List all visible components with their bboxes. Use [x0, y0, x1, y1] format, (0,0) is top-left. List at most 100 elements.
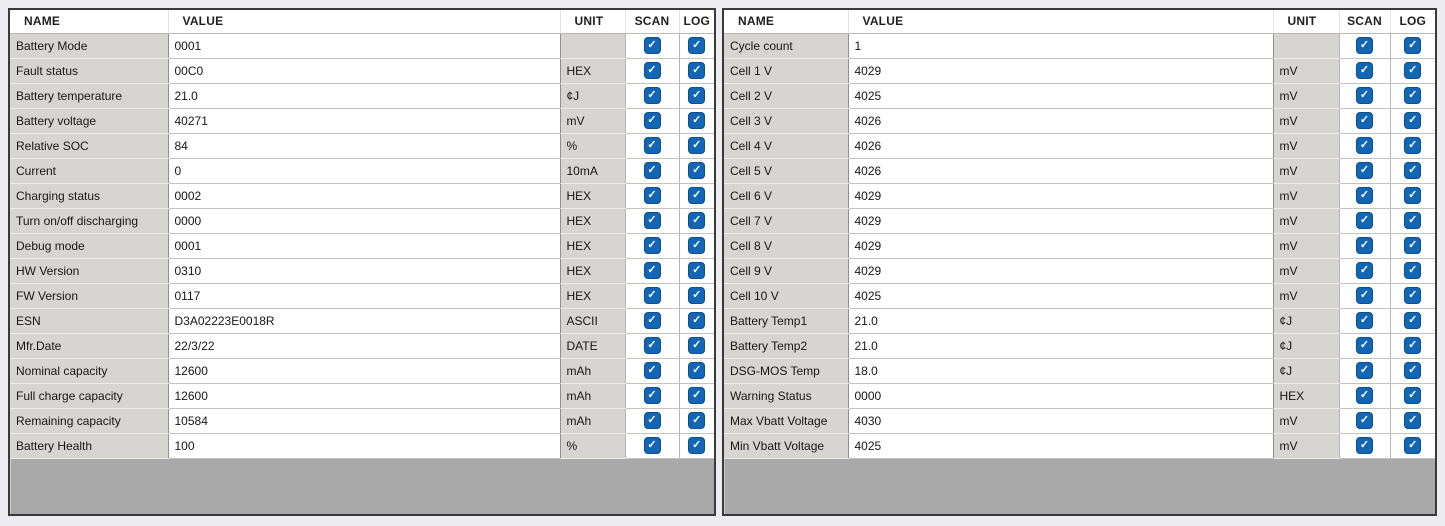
log-checkbox[interactable]: ✓ — [688, 287, 706, 304]
scan-checkbox[interactable]: ✓ — [1356, 87, 1373, 104]
log-checkbox[interactable]: ✓ — [1404, 137, 1422, 154]
scan-cell: ✓ — [1339, 333, 1391, 359]
log-checkbox[interactable]: ✓ — [1404, 212, 1422, 229]
scan-checkbox[interactable]: ✓ — [1356, 437, 1373, 454]
log-checkbox[interactable]: ✓ — [1404, 187, 1422, 204]
scan-checkbox[interactable]: ✓ — [643, 412, 661, 429]
row-name-cell: Warning Status — [724, 383, 849, 409]
log-checkbox[interactable]: ✓ — [1404, 387, 1422, 404]
log-checkbox[interactable]: ✓ — [688, 37, 706, 54]
log-checkbox[interactable]: ✓ — [1404, 362, 1422, 379]
row-value-cell: 4025 — [848, 283, 1274, 309]
log-checkbox[interactable]: ✓ — [688, 237, 706, 254]
row-unit-cell: HEX — [560, 233, 626, 259]
table-row: Cell 7 V 4029 mV ✓ ✓ — [724, 208, 1435, 234]
scan-checkbox[interactable]: ✓ — [1356, 212, 1373, 229]
scan-cell: ✓ — [625, 83, 680, 109]
scan-cell: ✓ — [625, 158, 680, 184]
log-checkbox[interactable]: ✓ — [688, 412, 706, 429]
scan-checkbox[interactable]: ✓ — [643, 312, 661, 329]
log-cell: ✓ — [1390, 283, 1435, 309]
scan-checkbox[interactable]: ✓ — [1356, 112, 1373, 129]
log-checkbox[interactable]: ✓ — [1404, 262, 1422, 279]
log-checkbox[interactable]: ✓ — [1404, 437, 1422, 454]
scan-checkbox[interactable]: ✓ — [1356, 162, 1373, 179]
log-checkbox[interactable]: ✓ — [688, 312, 706, 329]
row-value-cell: 0 — [168, 158, 561, 184]
row-name-cell: Min Vbatt Voltage — [724, 433, 849, 459]
log-checkbox[interactable]: ✓ — [688, 162, 706, 179]
row-name-cell: Fault status — [10, 58, 169, 84]
scan-checkbox[interactable]: ✓ — [643, 37, 661, 54]
scan-checkbox[interactable]: ✓ — [1356, 387, 1373, 404]
scan-cell: ✓ — [625, 108, 680, 134]
log-checkbox[interactable]: ✓ — [688, 62, 706, 79]
log-checkbox[interactable]: ✓ — [688, 112, 706, 129]
scan-checkbox[interactable]: ✓ — [1356, 362, 1373, 379]
scan-checkbox[interactable]: ✓ — [1356, 187, 1373, 204]
scan-checkbox[interactable]: ✓ — [643, 337, 661, 354]
log-checkbox[interactable]: ✓ — [1404, 112, 1422, 129]
scan-checkbox[interactable]: ✓ — [643, 362, 661, 379]
table-row: Max Vbatt Voltage 4030 mV ✓ ✓ — [724, 408, 1435, 434]
scan-cell: ✓ — [1339, 233, 1391, 259]
log-checkbox[interactable]: ✓ — [1404, 287, 1422, 304]
log-checkbox[interactable]: ✓ — [1404, 162, 1422, 179]
scan-checkbox[interactable]: ✓ — [643, 212, 661, 229]
scan-cell: ✓ — [625, 233, 680, 259]
scan-checkbox[interactable]: ✓ — [643, 87, 661, 104]
log-checkbox[interactable]: ✓ — [1404, 312, 1422, 329]
scan-checkbox[interactable]: ✓ — [1356, 62, 1373, 79]
table-header-row: NAME VALUE UNIT SCAN LOG — [10, 10, 714, 34]
log-checkbox[interactable]: ✓ — [688, 212, 706, 229]
log-checkbox[interactable]: ✓ — [688, 337, 706, 354]
row-value-cell: 4029 — [848, 208, 1274, 234]
scan-checkbox[interactable]: ✓ — [643, 62, 661, 79]
scan-checkbox[interactable]: ✓ — [1356, 137, 1373, 154]
log-cell: ✓ — [679, 58, 714, 84]
scan-checkbox[interactable]: ✓ — [1356, 412, 1373, 429]
scan-checkbox[interactable]: ✓ — [643, 437, 661, 454]
log-checkbox[interactable]: ✓ — [688, 87, 706, 104]
scan-checkbox[interactable]: ✓ — [643, 187, 661, 204]
row-unit-cell: ¢J — [1273, 333, 1340, 359]
log-checkbox[interactable]: ✓ — [1404, 337, 1422, 354]
row-unit-cell: DATE — [560, 333, 626, 359]
scan-checkbox[interactable]: ✓ — [643, 237, 661, 254]
log-checkbox[interactable]: ✓ — [1404, 37, 1422, 54]
log-checkbox[interactable]: ✓ — [688, 387, 706, 404]
scan-cell: ✓ — [1339, 358, 1391, 384]
column-header-name: NAME — [10, 10, 169, 34]
log-checkbox[interactable]: ✓ — [1404, 87, 1422, 104]
scan-checkbox[interactable]: ✓ — [643, 162, 661, 179]
scan-checkbox[interactable]: ✓ — [1356, 37, 1373, 54]
log-checkbox[interactable]: ✓ — [688, 187, 706, 204]
table-row: Cell 3 V 4026 mV ✓ ✓ — [724, 108, 1435, 134]
scan-checkbox[interactable]: ✓ — [1356, 287, 1373, 304]
scan-checkbox[interactable]: ✓ — [643, 262, 661, 279]
scan-checkbox[interactable]: ✓ — [1356, 337, 1373, 354]
row-name-cell: Turn on/off discharging — [10, 208, 169, 234]
row-unit-cell: mV — [1273, 433, 1340, 459]
scan-checkbox[interactable]: ✓ — [643, 287, 661, 304]
row-unit-cell — [1273, 33, 1340, 59]
scan-checkbox[interactable]: ✓ — [643, 137, 661, 154]
scan-checkbox[interactable]: ✓ — [1356, 237, 1373, 254]
scan-cell: ✓ — [625, 358, 680, 384]
scan-cell: ✓ — [625, 283, 680, 309]
log-checkbox[interactable]: ✓ — [688, 362, 706, 379]
scan-checkbox[interactable]: ✓ — [643, 387, 661, 404]
log-cell: ✓ — [1390, 158, 1435, 184]
row-value-cell: 18.0 — [848, 358, 1274, 384]
log-checkbox[interactable]: ✓ — [1404, 412, 1422, 429]
log-checkbox[interactable]: ✓ — [688, 437, 706, 454]
log-cell: ✓ — [679, 433, 714, 459]
column-header-unit: UNIT — [560, 10, 626, 34]
scan-checkbox[interactable]: ✓ — [1356, 312, 1373, 329]
log-checkbox[interactable]: ✓ — [1404, 62, 1422, 79]
scan-checkbox[interactable]: ✓ — [643, 112, 661, 129]
log-checkbox[interactable]: ✓ — [1404, 237, 1422, 254]
log-checkbox[interactable]: ✓ — [688, 137, 706, 154]
log-checkbox[interactable]: ✓ — [688, 262, 706, 279]
scan-checkbox[interactable]: ✓ — [1356, 262, 1373, 279]
